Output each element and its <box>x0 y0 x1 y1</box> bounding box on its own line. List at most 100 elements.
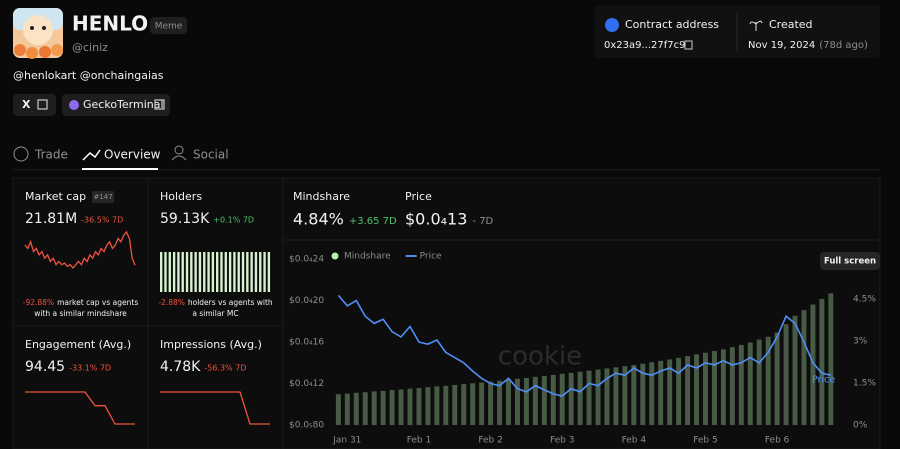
mindshare-bar <box>738 344 744 425</box>
metric-card <box>147 177 284 327</box>
card-value: 4.78K <box>160 359 201 375</box>
line-annotation: Price <box>812 375 835 386</box>
badge-bg <box>92 191 115 203</box>
price-change: - 7D <box>472 216 493 227</box>
legend-marker <box>331 252 339 260</box>
mindshare-label: Mindshare <box>293 190 350 203</box>
card-title: Impressions (Avg.) <box>160 338 262 351</box>
mindshare-bar <box>389 389 395 425</box>
card-note: a similar MC <box>192 309 238 318</box>
mindshare-bar <box>667 359 673 425</box>
spark-bar <box>259 252 262 292</box>
created-date: Nov 19, 2024 (78d ago) <box>748 40 868 51</box>
full-screen-button[interactable] <box>820 252 880 270</box>
token-name: HENLO <box>72 12 148 36</box>
mindshare-bar <box>443 385 449 425</box>
card-note: with a similar mindshare <box>34 309 127 318</box>
external-icon <box>37 99 48 110</box>
tag: Meme <box>155 22 183 32</box>
social-icon <box>174 145 184 155</box>
mindshare-bar <box>398 389 404 425</box>
spark-bar <box>216 252 219 292</box>
spark-bar <box>233 252 236 292</box>
gecko-button[interactable] <box>62 94 170 116</box>
gecko-icon <box>69 100 79 110</box>
mindshare-bar <box>765 336 771 425</box>
spark-bar <box>198 252 202 292</box>
tab[interactable]: Trade <box>34 148 68 162</box>
spark-bar <box>224 252 227 292</box>
x-button-label[interactable]: X <box>22 98 31 111</box>
spark-bar <box>211 252 215 292</box>
x-tick-label: Feb 1 <box>407 436 432 446</box>
mindshare-bar <box>506 379 511 425</box>
card-value: 59.13K <box>160 211 210 227</box>
spark-bar <box>267 252 271 292</box>
trade-icon <box>13 146 29 162</box>
badge: #147 <box>93 193 112 201</box>
card-value: 21.81M <box>25 211 77 227</box>
mindshare-bar <box>783 324 789 425</box>
copy-icon[interactable] <box>684 40 693 50</box>
spark-bar <box>254 252 258 292</box>
card-title: Engagement (Avg.) <box>25 338 131 351</box>
mindshare-bar <box>658 360 664 425</box>
tab[interactable]: Social <box>193 148 229 162</box>
note-text: market cap vs agents <box>57 298 138 307</box>
mindshare-bar <box>792 315 798 425</box>
price-line <box>337 294 831 397</box>
mindshare-bar <box>568 372 574 425</box>
spark-bar <box>220 252 223 292</box>
spark-bar <box>241 252 245 292</box>
mindshare-bar <box>335 394 341 425</box>
card-value: 94.45 <box>25 359 65 375</box>
mindshare-bar <box>649 362 655 425</box>
tag-bg <box>150 17 187 34</box>
mindshare-change: +3.65 7D <box>349 216 397 227</box>
handle: @ciniz <box>72 41 108 54</box>
x-button[interactable] <box>13 94 56 116</box>
mindshare-bar <box>523 377 529 425</box>
spark-bar <box>237 252 240 292</box>
legend-label: Mindshare <box>344 252 391 262</box>
mindshare-bar <box>613 367 619 425</box>
tab-active[interactable]: Overview <box>104 148 161 162</box>
mindshare-bar <box>676 357 682 425</box>
created-icon <box>749 20 763 31</box>
full-screen-label[interactable]: Full screen <box>824 257 876 267</box>
x-tick-label: Feb 5 <box>693 436 718 446</box>
contract-label: Contract address <box>625 18 719 31</box>
spark-bar <box>160 252 163 292</box>
mindshare-bar <box>407 388 413 425</box>
mindshare-bar <box>514 378 520 425</box>
y2-tick-label: 0% <box>853 421 868 431</box>
note-value: -92.88% <box>23 298 54 307</box>
mindshare-bar <box>640 363 646 425</box>
mindshare-bar <box>461 384 467 425</box>
mindshare-bar <box>810 304 816 425</box>
links: @henlokart @onchaingaias <box>13 69 164 82</box>
spark-bar <box>164 252 167 292</box>
mindshare-bar <box>828 293 834 425</box>
watermark: cookie <box>498 342 582 372</box>
gecko-button-label[interactable]: GeckoTerminal <box>83 98 164 111</box>
sparkline <box>24 230 136 269</box>
y2-tick-label: 3% <box>853 336 868 346</box>
note-text: holders vs agents with <box>188 298 273 307</box>
mindshare-bar <box>559 373 565 425</box>
mindshare-bar <box>711 351 717 425</box>
mindshare-bar <box>532 376 538 425</box>
sparkline <box>25 391 135 425</box>
spark-bar <box>207 252 210 292</box>
mindshare-bar <box>720 349 726 425</box>
mindshare-bar <box>416 388 422 425</box>
mindshare-bar <box>550 374 556 425</box>
spark-bar <box>172 252 176 292</box>
metric-card <box>147 325 284 449</box>
y-tick-label: $0.0₄20 <box>289 296 324 306</box>
mindshare-bar <box>488 381 494 425</box>
card-note: -92.88% market cap vs agents <box>23 298 139 307</box>
spark-bar <box>194 252 197 292</box>
price-value: $0.0₄13 <box>405 210 467 229</box>
contract-address[interactable]: 0x23a9...27f7c9 <box>604 40 686 51</box>
